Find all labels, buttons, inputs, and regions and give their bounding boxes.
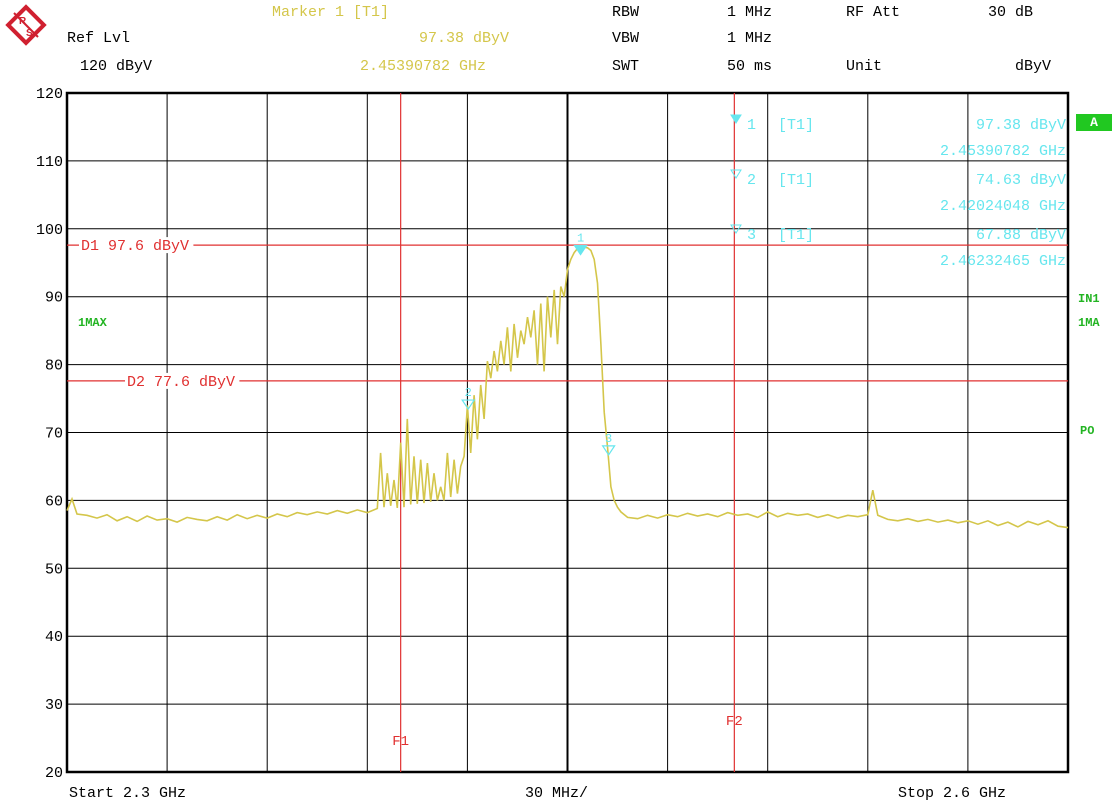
- y-tick-label: 110: [36, 154, 63, 171]
- display-line-label: D1 97.6 dBуV: [81, 238, 189, 255]
- marker-frequency: 2.45390782 GHz: [360, 58, 487, 75]
- trace-mode-label: 1MAX: [78, 316, 107, 330]
- y-tick-label: 40: [45, 629, 63, 646]
- svg-text:S: S: [26, 28, 33, 39]
- preamp-label: PO: [1080, 424, 1095, 438]
- svg-text:R: R: [19, 16, 27, 27]
- marker-number: 3: [605, 432, 612, 446]
- stop-frequency: Stop 2.6 GHz: [898, 785, 1007, 802]
- start-frequency: Start 2.3 GHz: [69, 785, 187, 802]
- marker-number: 2: [465, 386, 472, 400]
- input-label: IN1: [1078, 292, 1100, 306]
- vbw-label: VBW: [612, 30, 640, 47]
- marker-table-symbol: [730, 169, 742, 179]
- marker-table-frequency: 2.42024048 GHz: [940, 198, 1066, 215]
- frequency-line-label: F1: [392, 734, 409, 750]
- rohde-schwarz-logo: R S: [5, 4, 47, 46]
- y-tick-label: 20: [45, 765, 63, 782]
- marker-level: 97.38 dBуV: [419, 30, 510, 47]
- y-tick-label: 80: [45, 358, 63, 375]
- marker-table-trace: [T1]: [778, 172, 814, 189]
- marker-table-id: 3: [747, 227, 756, 244]
- marker-title: Marker 1 [T1]: [272, 4, 390, 21]
- marker-table-id: 2: [747, 172, 756, 189]
- unit-label: Unit: [846, 58, 883, 75]
- marker-table-level: 67.88 dBуV: [976, 227, 1066, 244]
- marker-symbol: [461, 399, 476, 411]
- display-line-label-bg: [125, 372, 240, 389]
- marker-table-frequency: 2.45390782 GHz: [940, 143, 1066, 160]
- marker-table-symbol: [730, 224, 742, 234]
- rbw-label: RBW: [612, 4, 640, 21]
- span-per-division: 30 MHz/: [525, 785, 589, 802]
- frequency-lines: F1 F2: [392, 93, 743, 772]
- markers: 1 2 3: [461, 232, 616, 456]
- marker-table-id: 1: [747, 117, 756, 134]
- marker-table-level: 74.63 dBуV: [976, 172, 1066, 189]
- marker-table-level: 97.38 dBуV: [976, 117, 1066, 134]
- display-line-label: D2 77.6 dBуV: [127, 374, 235, 391]
- swt-value: 50 ms: [727, 58, 773, 75]
- y-tick-label: 100: [36, 222, 63, 239]
- marker-table-trace: [T1]: [778, 227, 814, 244]
- marker-table-trace: [T1]: [778, 117, 814, 134]
- frequency-line-label: F2: [726, 714, 743, 730]
- marker-table-frequency: 2.46232465 GHz: [940, 253, 1066, 270]
- swt-label: SWT: [612, 58, 640, 75]
- marker-symbol: [601, 445, 616, 456]
- ref-lvl-label: Ref Lvl: [67, 30, 131, 47]
- ref-lvl-value: 120 dBуV: [80, 58, 153, 75]
- marker-number: 1: [577, 232, 584, 246]
- marker-table-symbol: [730, 114, 742, 124]
- unit-value: dBуV: [1015, 58, 1052, 75]
- display-lines: D1 97.6 dBуV D2 77.6 dBуV: [67, 237, 1068, 391]
- grid: [65, 91, 1070, 774]
- marker-symbol: [573, 244, 588, 256]
- rbw-value: 1 MHz: [727, 4, 773, 21]
- y-tick-label: 50: [45, 561, 63, 578]
- y-tick-label: 120: [36, 86, 63, 103]
- y-tick-labels: 20 30 40 50 60 70 80 90 100 110 120: [36, 86, 63, 782]
- y-tick-label: 70: [45, 426, 63, 443]
- display-line-label-bg: [79, 237, 194, 254]
- y-tick-label: 90: [45, 290, 63, 307]
- y-tick-label: 30: [45, 697, 63, 714]
- vbw-value: 1 MHz: [727, 30, 773, 47]
- trace-line: [66, 245, 1069, 529]
- rf-att-label: RF Att: [846, 4, 901, 21]
- rf-att-value: 30 dB: [988, 4, 1034, 21]
- trace-mode-side-label: 1MA: [1078, 316, 1100, 330]
- marker-table: 1 [T1] 97.38 dBуV 2.45390782 GHz 2 [T1] 74.63 …: [730, 114, 1066, 270]
- trace-a-badge: A: [1076, 114, 1112, 131]
- y-tick-label: 60: [45, 493, 63, 510]
